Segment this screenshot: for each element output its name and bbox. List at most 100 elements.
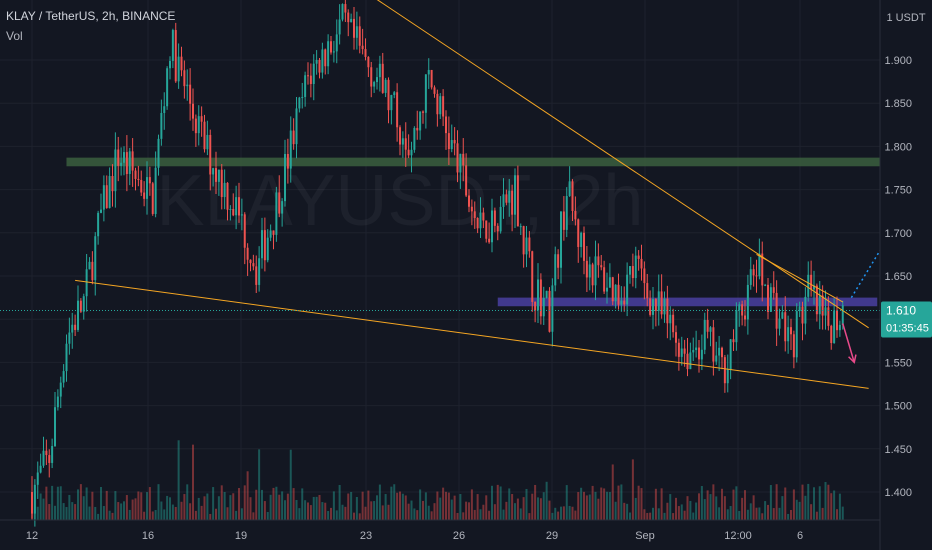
volume-bar — [528, 513, 531, 520]
candle-body — [726, 369, 729, 384]
candle-body — [723, 357, 726, 384]
volume-label[interactable]: Vol — [6, 29, 23, 43]
candle-body — [223, 182, 226, 198]
volume-bar — [327, 511, 330, 520]
candle-body — [390, 95, 393, 111]
candle-body — [163, 106, 166, 113]
candle-body — [111, 176, 114, 192]
volume-bar — [606, 491, 608, 520]
candle-body — [39, 465, 42, 473]
candle-body — [453, 140, 456, 144]
volume-bar — [672, 513, 675, 520]
candle-body — [97, 212, 100, 237]
candle-body — [192, 103, 194, 119]
volume-bar — [183, 494, 186, 520]
candle-body — [597, 256, 600, 266]
candle-body — [404, 138, 407, 150]
price-tick-label: 1.450 — [884, 444, 912, 456]
volume-bar — [338, 484, 341, 520]
volume-bar — [209, 513, 212, 520]
candle-body — [769, 287, 772, 312]
candle-body — [677, 342, 680, 357]
candle-body — [123, 152, 125, 163]
volume-bar — [542, 492, 545, 520]
volume-bar — [698, 493, 700, 520]
candle-body — [468, 195, 470, 207]
volume-bar — [657, 508, 660, 520]
candle-body — [603, 267, 606, 292]
volume-bar — [738, 510, 741, 520]
volume-bar — [143, 511, 146, 520]
volume-bar — [88, 506, 91, 520]
price-tick-label: 1.750 — [884, 185, 912, 197]
volume-bar — [54, 505, 56, 520]
candle-body — [249, 259, 252, 264]
volume-bar — [531, 493, 534, 520]
symbol-header[interactable]: KLAY / TetherUS, 2h, BINANCE — [6, 9, 176, 23]
volume-bar — [51, 485, 54, 520]
volume-bar — [261, 489, 263, 520]
candle-body — [698, 347, 700, 360]
candle-body — [31, 492, 33, 514]
candle-body — [62, 371, 65, 383]
volume-bar — [818, 486, 821, 520]
candle-body — [663, 298, 666, 315]
candle-body — [137, 178, 140, 180]
candle-body — [77, 300, 79, 330]
volume-bar — [810, 504, 813, 520]
volume-bar — [163, 509, 166, 520]
candle-body — [557, 254, 560, 268]
volume-bar — [746, 509, 749, 520]
volume-bar — [744, 490, 746, 520]
volume-bar — [764, 501, 767, 520]
volume-bar — [709, 494, 712, 520]
volume-bar — [445, 491, 447, 520]
volume-bar — [120, 503, 123, 520]
volume-bar — [813, 487, 815, 520]
candle-body — [226, 182, 229, 210]
volume-bar — [649, 512, 652, 520]
volume-bar — [125, 495, 128, 520]
candle-body — [752, 269, 755, 276]
volume-bar — [554, 507, 557, 520]
candle-body — [565, 196, 568, 230]
volume-bar — [723, 496, 726, 520]
volume-bar — [315, 496, 318, 520]
candle-body — [117, 149, 120, 166]
volume-bar — [807, 483, 810, 520]
volume-bar — [324, 502, 327, 520]
volume-bar — [416, 510, 419, 520]
volume-bar — [491, 485, 493, 520]
candle-body — [470, 206, 473, 212]
volume-bar — [525, 488, 528, 520]
time-tick-label: 19 — [235, 530, 247, 542]
volume-bar — [608, 492, 611, 520]
candle-body — [321, 49, 324, 73]
volume-bar — [74, 504, 77, 520]
candles — [31, 0, 844, 527]
candle-body — [169, 60, 171, 69]
candle-body — [830, 325, 833, 343]
volume-bar — [240, 508, 243, 520]
candle-body — [689, 352, 692, 370]
candle-body — [482, 212, 485, 221]
candle-body — [732, 339, 735, 343]
candle-body — [381, 63, 384, 93]
candle-body — [795, 311, 798, 358]
candle-body — [721, 347, 723, 358]
candle-body — [761, 253, 764, 286]
volume-bar — [838, 493, 841, 520]
candle-body — [413, 127, 416, 150]
volume-bar — [637, 485, 640, 520]
volume-bar — [200, 505, 203, 520]
volume-bar — [732, 489, 735, 520]
candle-body — [583, 232, 585, 261]
volume-bar — [430, 511, 433, 520]
volume-bar — [249, 497, 252, 520]
candle-body — [240, 214, 243, 216]
volume-bar — [117, 502, 120, 520]
volume-bar — [752, 495, 755, 520]
volume-bar — [824, 482, 827, 520]
volume-bar — [485, 495, 488, 520]
